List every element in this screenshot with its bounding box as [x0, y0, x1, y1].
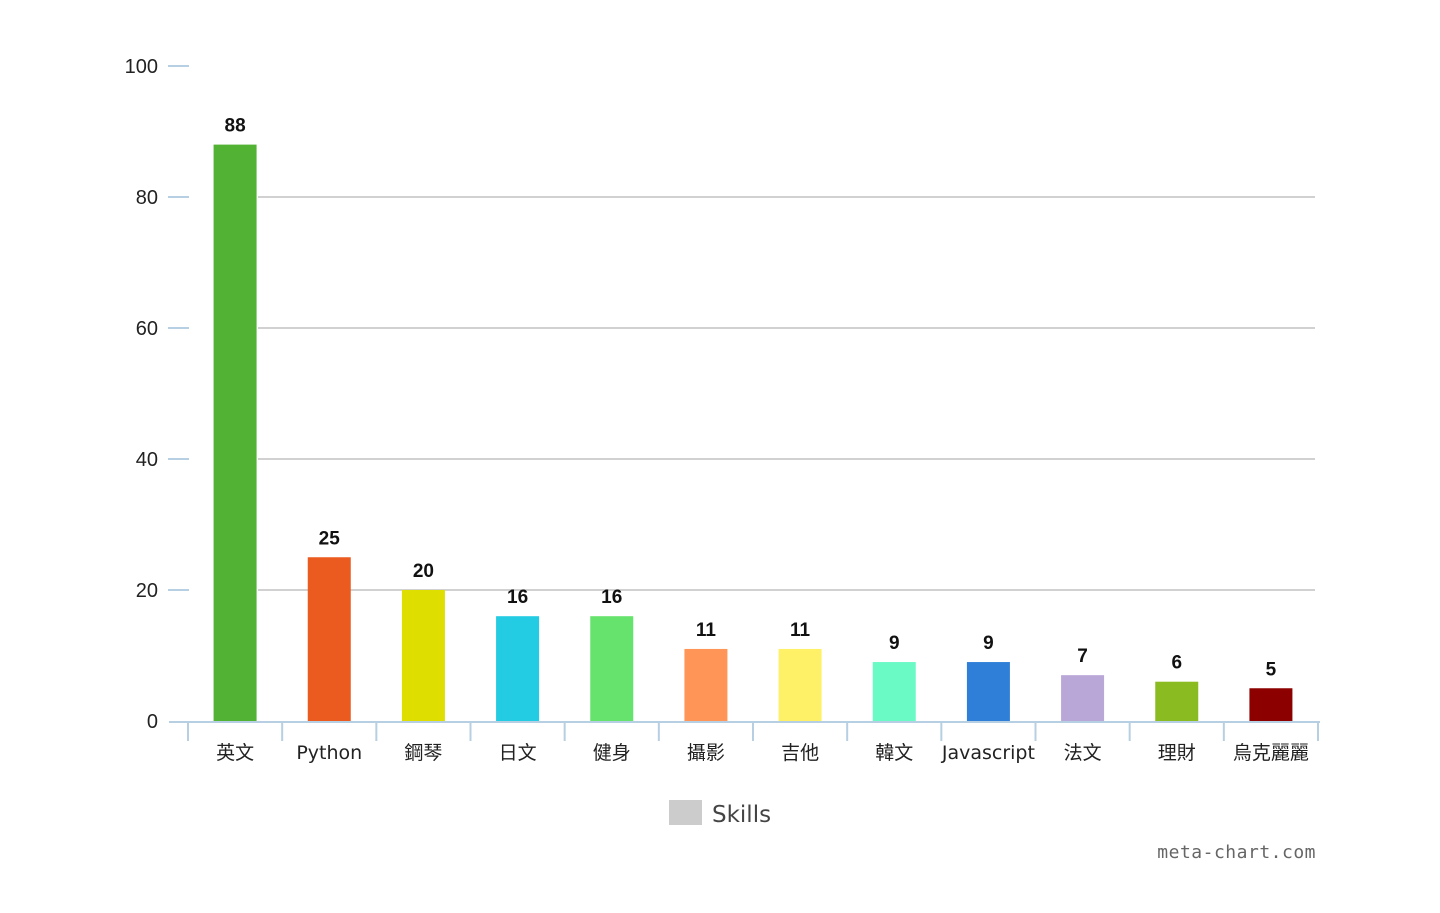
- bar-9[interactable]: [1061, 675, 1105, 721]
- y-tick-label-80: 80: [136, 187, 158, 209]
- data-label-11: 5: [1266, 659, 1277, 680]
- bar-4[interactable]: [590, 616, 634, 721]
- x-tick-label-10: 理財: [1158, 742, 1196, 764]
- bar-3[interactable]: [496, 616, 540, 721]
- legend-label-skills[interactable]: Skills: [712, 802, 771, 828]
- data-label-5: 11: [696, 620, 717, 641]
- bar-6[interactable]: [778, 648, 822, 721]
- x-tick-label-2: 鋼琴: [404, 742, 442, 764]
- data-label-0: 88: [225, 116, 246, 137]
- y-tick-label-40: 40: [136, 449, 158, 471]
- legend-swatch[interactable]: [669, 800, 702, 825]
- x-tick-label-5: 攝影: [687, 742, 725, 764]
- data-label-9: 7: [1077, 646, 1088, 667]
- y-tick-label-20: 20: [136, 580, 158, 602]
- data-label-8: 9: [983, 633, 994, 654]
- bar-10[interactable]: [1155, 681, 1199, 721]
- legend[interactable]: Skills: [669, 800, 771, 828]
- bar-1[interactable]: [307, 557, 351, 721]
- data-label-6: 11: [790, 620, 811, 641]
- bar-8[interactable]: [966, 662, 1010, 721]
- data-label-1: 25: [319, 528, 341, 549]
- bar-5[interactable]: [684, 648, 728, 721]
- axes: 0 20 40 60 80 100: [125, 56, 1320, 741]
- data-label-3: 16: [507, 587, 528, 608]
- x-tick-label-4: 健身: [593, 742, 631, 764]
- bar-7[interactable]: [872, 662, 916, 721]
- watermark: meta-chart.com: [1157, 842, 1316, 863]
- data-label-4: 16: [601, 587, 622, 608]
- y-tick-label-60: 60: [136, 318, 158, 340]
- x-tick-label-7: 韓文: [875, 742, 913, 764]
- bar-2[interactable]: [401, 590, 445, 721]
- data-label-10: 6: [1171, 653, 1182, 674]
- x-tick-label-0: 英文: [216, 742, 254, 764]
- bars: [213, 144, 1293, 722]
- labels: 88 英文 25 Python 20 鋼琴 16 日文 16 健身 11 攝影 11 吉他 9 韓文 9 Java…: [216, 116, 1309, 764]
- bar-11[interactable]: [1249, 688, 1293, 721]
- bar-0[interactable]: [213, 144, 257, 722]
- x-tick-label-9: 法文: [1064, 742, 1102, 764]
- y-tick-label-0: 0: [147, 711, 158, 733]
- y-tick-label-100: 100: [125, 56, 158, 78]
- x-tick-label-8: Javascript: [941, 742, 1035, 764]
- data-label-2: 20: [413, 561, 434, 582]
- gridlines: [258, 196, 1315, 591]
- x-tick-label-6: 吉他: [781, 742, 819, 764]
- x-tick-label-1: Python: [296, 742, 362, 764]
- data-label-7: 9: [889, 633, 900, 654]
- x-tick-label-11: 烏克麗麗: [1233, 742, 1309, 764]
- x-tick-label-3: 日文: [499, 742, 537, 764]
